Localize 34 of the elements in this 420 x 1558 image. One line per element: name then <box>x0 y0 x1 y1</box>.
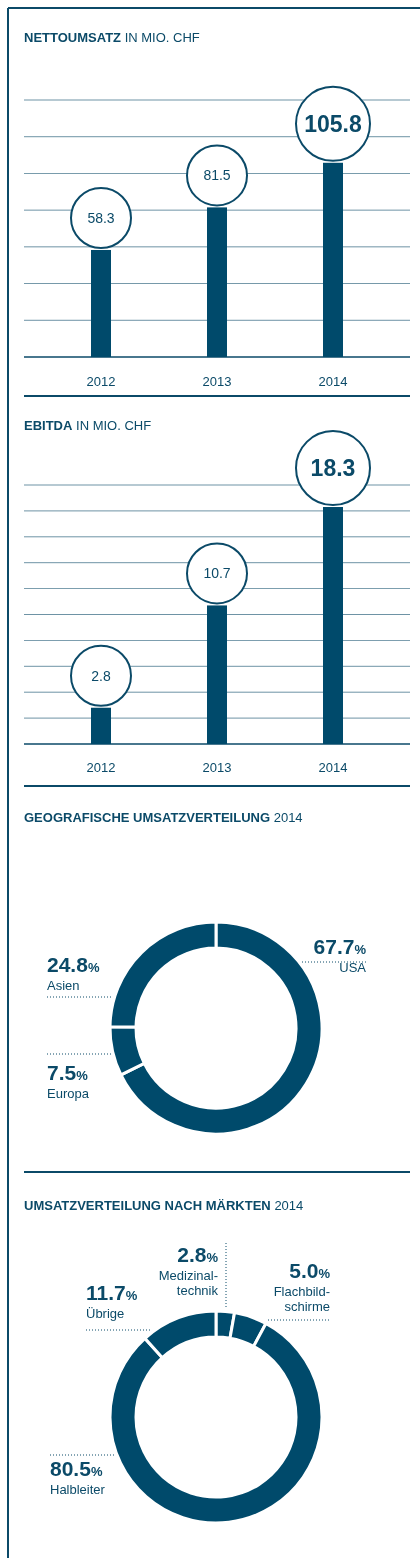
chart-subtitle: 2014 <box>270 1198 304 1213</box>
slice-label: Halbleiter <box>50 1482 106 1497</box>
data-label: 2.8 <box>91 667 111 684</box>
slice-label: Flachbild-schirme <box>273 1284 330 1314</box>
data-label: 7.5% <box>47 1061 89 1084</box>
slice-label: Asien <box>47 978 80 993</box>
x-tick-label: 2012 <box>86 374 116 389</box>
chart-title: NETTOUMSATZ <box>24 30 122 45</box>
x-tick-label: 2012 <box>86 760 116 775</box>
data-label: 5.0% <box>289 1259 331 1282</box>
x-tick-label: 2013 <box>202 374 232 389</box>
x-tick-label: 2014 <box>318 760 348 775</box>
chart-title: UMSATZVERTEILUNG NACH MÄRKTEN <box>24 1198 271 1213</box>
slice-label: Medizinal-technik <box>158 1268 219 1298</box>
data-label: 11.7% <box>86 1281 138 1304</box>
chart-subtitle: IN MIO. CHF <box>121 30 200 45</box>
slice-label: Übrige <box>86 1306 125 1321</box>
slice-label: USA <box>339 960 367 975</box>
data-label: 67.7% <box>313 935 367 958</box>
data-label: 58.3 <box>87 209 115 226</box>
data-label: 24.8% <box>47 953 100 976</box>
chart-title: EBITDA <box>24 418 73 433</box>
chart-subtitle: 2014 <box>270 810 303 825</box>
data-label: 105.8 <box>304 110 362 137</box>
x-tick-label: 2014 <box>318 374 348 389</box>
data-label: 80.5% <box>50 1457 103 1480</box>
data-label: 2.8% <box>177 1243 219 1266</box>
chart-title: GEOGRAFISCHE UMSATZVERTEILUNG <box>24 810 271 825</box>
data-label: 81.5 <box>203 167 231 184</box>
chart-subtitle: IN MIO. CHF <box>72 418 152 433</box>
data-label: 10.7 <box>203 565 231 582</box>
slice-label: Europa <box>47 1086 90 1101</box>
x-tick-label: 2013 <box>202 760 232 775</box>
data-label: 18.3 <box>310 455 356 482</box>
